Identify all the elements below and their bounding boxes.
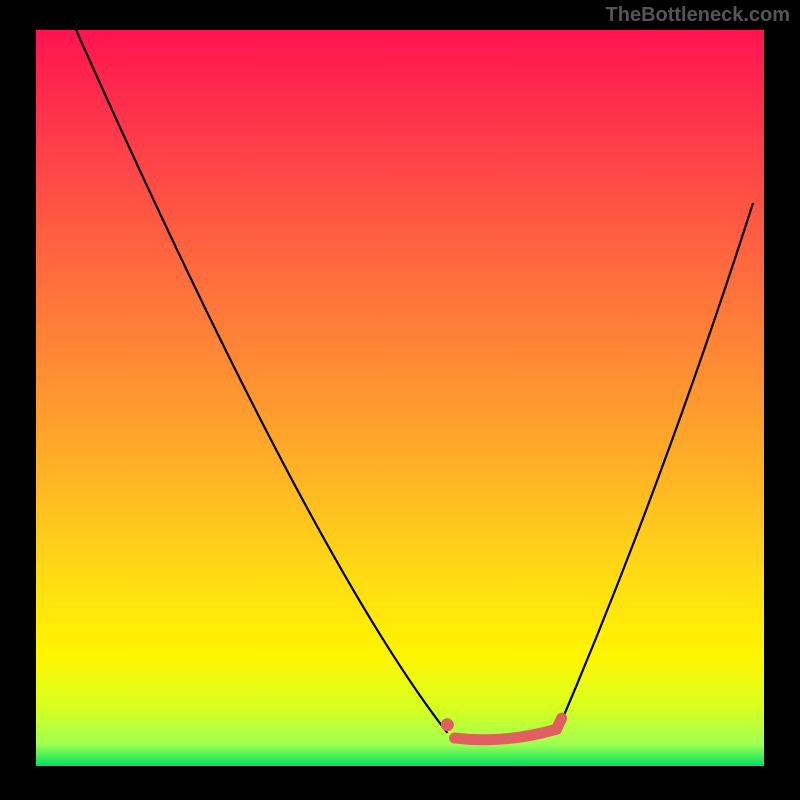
curve-right-branch (557, 203, 754, 733)
watermark-text: TheBottleneck.com (606, 4, 790, 27)
chart-plot-area (36, 30, 764, 766)
valley-marker-line (455, 718, 562, 740)
chart-svg (36, 30, 764, 766)
curve-left-branch (76, 30, 447, 733)
valley-marker-dot (441, 718, 454, 731)
